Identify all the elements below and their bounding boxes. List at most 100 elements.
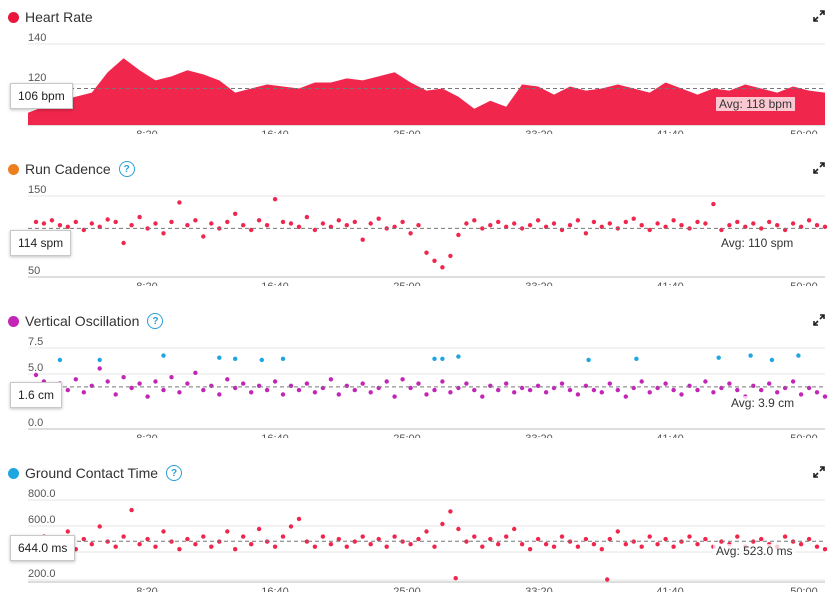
- run-cadence-chart[interactable]: 150 50 8:20 16:40 25:00 33:20 41:40 50:00: [0, 160, 839, 286]
- data-point: [472, 387, 477, 393]
- data-point: [352, 539, 357, 544]
- data-point: [695, 387, 700, 393]
- data-point: [687, 534, 692, 539]
- data-point: [209, 221, 214, 226]
- outlier-point: [440, 356, 445, 361]
- ground-contact-time-chart[interactable]: 800.0600.0400.0200.08:2016:4025:0033:204…: [0, 464, 839, 592]
- data-point: [798, 392, 804, 397]
- data-point: [408, 231, 413, 236]
- data-point: [623, 219, 628, 225]
- data-point: [320, 534, 326, 539]
- data-point: [33, 219, 39, 225]
- data-point: [496, 387, 501, 393]
- data-point: [432, 258, 437, 263]
- data-point: [400, 377, 405, 382]
- data-point: [767, 219, 772, 225]
- data-point: [543, 224, 549, 229]
- data-point: [137, 542, 142, 547]
- data-point: [814, 390, 820, 395]
- panel-title: Ground Contact Time ?: [8, 464, 183, 482]
- outlier-point: [217, 355, 222, 360]
- data-point: [384, 379, 389, 384]
- data-point: [368, 542, 373, 547]
- data-point: [695, 219, 700, 225]
- data-point: [806, 218, 812, 223]
- data-point: [647, 227, 652, 233]
- panel-run-cadence: Run Cadence ? 150 50 8:20 16:40 25:00 33:20 41…: [0, 160, 839, 286]
- data-point: [201, 534, 206, 539]
- data-point: [81, 536, 87, 542]
- data-point: [416, 223, 421, 228]
- ground-contact-time-dot-icon: [8, 467, 19, 479]
- help-icon[interactable]: ?: [147, 313, 164, 329]
- data-point: [296, 387, 302, 393]
- data-point: [591, 542, 597, 547]
- data-point: [177, 547, 182, 552]
- data-point: [161, 529, 166, 534]
- data-point: [527, 547, 533, 552]
- data-point: [368, 221, 373, 226]
- x-tick-label: 41:40: [656, 281, 684, 286]
- expand-icon[interactable]: [813, 466, 825, 478]
- vertical-oscillation-chart[interactable]: 7.5 5.0 0.0 8:20 16:40 25:00 33:20 41:40 50:00: [0, 312, 839, 438]
- x-tick-label: 25:00: [393, 129, 421, 134]
- data-point: [647, 390, 652, 395]
- panel-ground-contact-time: Ground Contact Time ? 800.0600.0400.0200…: [0, 464, 839, 592]
- data-point: [567, 223, 573, 228]
- expand-icon[interactable]: [813, 314, 825, 326]
- data-point: [814, 544, 820, 549]
- data-point: [400, 219, 405, 225]
- data-point: [360, 381, 365, 386]
- expand-icon[interactable]: [813, 10, 825, 22]
- data-point: [249, 227, 254, 233]
- vertical-oscillation-dot-icon: [8, 315, 19, 327]
- data-point: [679, 392, 684, 397]
- data-point: [408, 542, 413, 547]
- data-point: [759, 387, 764, 393]
- data-point: [352, 219, 357, 225]
- data-point: [806, 536, 812, 542]
- x-tick-label: 16:40: [261, 281, 289, 286]
- data-point: [703, 221, 708, 226]
- data-point: [312, 544, 318, 549]
- run-cadence-cursor-value: 114 spm: [10, 230, 72, 256]
- vertical-oscillation-cursor-value: 1.6 cm: [10, 382, 63, 408]
- data-point: [304, 214, 310, 220]
- data-point: [775, 223, 780, 228]
- data-point: [448, 253, 453, 259]
- data-point: [129, 223, 134, 228]
- data-point: [65, 387, 71, 393]
- help-icon[interactable]: ?: [166, 465, 183, 481]
- outlier-point: [57, 357, 63, 363]
- outlier-point: [97, 357, 102, 363]
- data-point: [655, 221, 660, 226]
- data-point: [360, 237, 365, 242]
- data-point: [169, 219, 174, 225]
- data-point: [559, 381, 565, 386]
- y-tick-label: 800.0: [28, 488, 56, 500]
- data-point: [376, 536, 381, 542]
- data-point: [145, 536, 150, 542]
- outlier-point: [432, 356, 437, 361]
- data-point: [456, 232, 461, 238]
- expand-icon[interactable]: [813, 162, 825, 174]
- data-point: [695, 542, 700, 547]
- x-tick-label: 25:00: [393, 433, 421, 438]
- data-point: [464, 539, 469, 544]
- data-point: [512, 221, 517, 226]
- data-point: [256, 218, 262, 223]
- data-point: [822, 547, 828, 552]
- data-point: [264, 223, 270, 228]
- x-tick-label: 25:00: [393, 586, 421, 592]
- data-point: [719, 227, 724, 233]
- data-point: [432, 544, 437, 549]
- x-tick-label: 41:40: [656, 586, 684, 592]
- data-point: [440, 521, 445, 527]
- y-tick-label: 140: [28, 32, 46, 44]
- data-point: [328, 377, 334, 382]
- data-point: [679, 223, 684, 228]
- data-point: [161, 387, 166, 393]
- help-icon[interactable]: ?: [118, 161, 135, 177]
- data-point: [73, 219, 79, 225]
